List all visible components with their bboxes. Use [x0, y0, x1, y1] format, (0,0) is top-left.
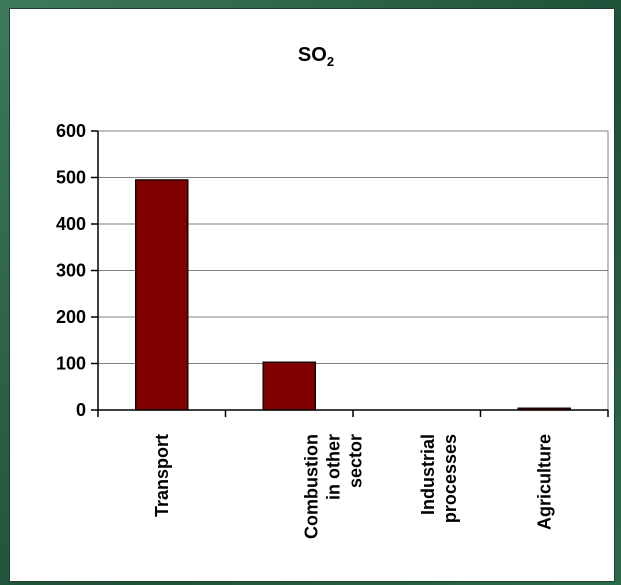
x-category-label-line: sector — [345, 434, 365, 488]
x-category-label-line: in other — [323, 434, 343, 500]
axes — [91, 130, 609, 417]
x-category-label-line: Transport — [152, 434, 172, 517]
chart-title-subscript: 2 — [327, 54, 334, 69]
x-category-label-line: processes — [440, 434, 460, 523]
x-category-label: Agriculture — [534, 434, 554, 530]
y-tick-label: 300 — [56, 261, 86, 281]
bar — [262, 361, 316, 411]
chart-panel: SO2 0 100 200 300 400 500 600 Transport Combust… — [9, 8, 615, 582]
x-category-label: Transport — [152, 434, 172, 517]
x-category-label: Industrial processes — [418, 434, 460, 523]
x-category-label-line: Agriculture — [534, 434, 554, 530]
x-category-label-line: Combustion — [301, 434, 321, 539]
x-category-label-line: Industrial — [418, 434, 438, 515]
y-tick-label: 0 — [76, 400, 86, 420]
y-tick-label: 400 — [56, 214, 86, 234]
bar-chart: SO2 0 100 200 300 400 500 600 Transport Combust… — [56, 44, 609, 539]
x-axis-category-labels: Transport Combustion in other sector Industr… — [152, 434, 555, 539]
y-tick-label: 100 — [56, 354, 86, 374]
chart-title: SO2 — [298, 44, 334, 69]
y-tick-label: 600 — [56, 121, 86, 141]
x-category-label: Combustion in other sector — [301, 434, 365, 539]
y-tick-label: 500 — [56, 168, 86, 188]
bars — [135, 179, 571, 411]
y-axis-tick-labels: 0 100 200 300 400 500 600 — [56, 121, 86, 420]
bar — [135, 179, 189, 411]
chart-title-main: SO — [298, 44, 327, 66]
y-tick-label: 200 — [56, 307, 86, 327]
